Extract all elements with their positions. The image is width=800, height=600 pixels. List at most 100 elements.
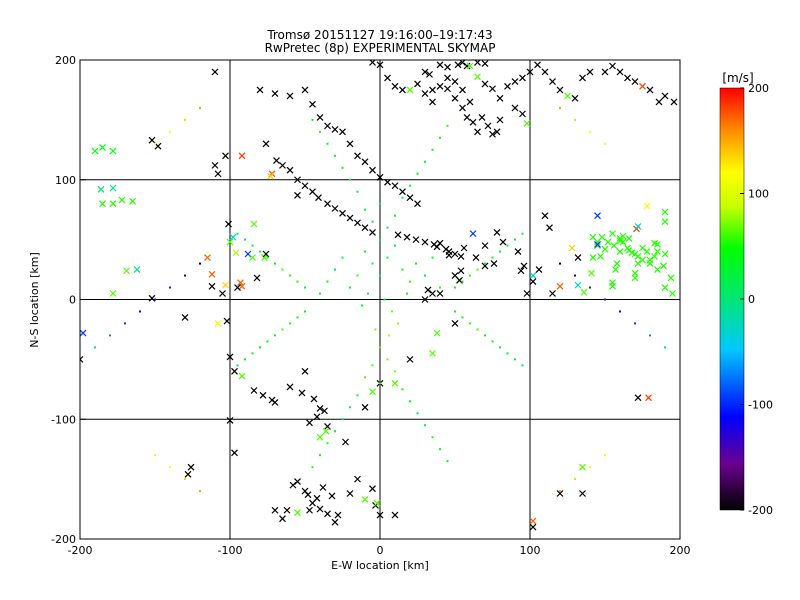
cross-point (324, 200, 331, 208)
dot-point (431, 256, 434, 259)
cross-point (361, 224, 369, 232)
cross-point (519, 74, 526, 82)
cross-point (181, 314, 189, 321)
cross-point (306, 419, 313, 427)
cross-point (529, 272, 537, 279)
dot-point (236, 232, 239, 235)
dot-point (154, 142, 156, 145)
cross-point (612, 266, 619, 273)
cross-point (309, 188, 316, 196)
cross-point (546, 224, 553, 232)
dot-point (379, 346, 381, 349)
cross-point (259, 391, 267, 399)
cross-point (301, 182, 309, 190)
cross-point (354, 152, 361, 160)
cross-point (301, 367, 309, 375)
colorbar: [m/s] -200 -100 0 100 200 (719, 71, 773, 517)
y-tick-label: 0 (69, 294, 76, 307)
cross-point (286, 383, 294, 391)
dot-point (236, 364, 239, 367)
cross-point (429, 349, 436, 357)
cross-point (616, 235, 624, 242)
y-tick-label: 100 (55, 174, 76, 187)
cross-point (517, 267, 525, 275)
dot-point (244, 238, 246, 241)
colorbar-tick-label: 200 (748, 82, 769, 95)
dot-point (589, 466, 591, 469)
cross-point (670, 98, 678, 106)
dot-point (386, 256, 389, 259)
dot-point (559, 106, 561, 109)
cross-point (426, 70, 433, 78)
cross-point (568, 244, 576, 252)
cross-point (226, 353, 234, 361)
dot-point (304, 310, 306, 313)
dot-point (388, 334, 390, 337)
cross-point (331, 126, 339, 133)
cross-point (478, 114, 486, 121)
cross-point (514, 248, 522, 256)
dot-point (281, 328, 284, 331)
cross-point (484, 122, 492, 130)
cross-point (253, 274, 261, 282)
cross-point (310, 395, 318, 403)
cross-point (187, 463, 195, 471)
dot-point (439, 136, 441, 139)
cross-point (109, 184, 117, 192)
dot-point (361, 304, 363, 307)
dot-point (386, 358, 389, 361)
dot-point (604, 298, 606, 301)
dot-point (251, 352, 254, 355)
dot-point (184, 118, 186, 121)
cross-point (496, 94, 504, 102)
dot-point (574, 118, 576, 121)
cross-point (294, 478, 301, 485)
dot-point (311, 466, 314, 469)
cross-point (511, 78, 519, 85)
cross-point (322, 427, 330, 435)
dot-point (394, 244, 396, 247)
cross-point (346, 490, 354, 497)
cross-point (613, 260, 621, 267)
cross-point (421, 68, 429, 76)
dot-point (424, 424, 426, 427)
dot-point (169, 466, 171, 469)
cross-point (429, 98, 436, 106)
cross-point (429, 290, 436, 297)
dot-point (244, 358, 246, 361)
cross-point (634, 223, 642, 230)
dot-point (326, 442, 329, 445)
cross-point (133, 266, 141, 273)
cross-point (286, 92, 294, 100)
y-tick-label: -200 (51, 533, 76, 546)
cross-point (457, 252, 465, 260)
cross-point (651, 252, 658, 260)
cross-point (646, 260, 654, 267)
cross-point (261, 254, 268, 262)
cross-point (459, 104, 466, 112)
cross-point (433, 329, 441, 337)
dot-point (371, 364, 374, 367)
cross-point (444, 74, 451, 82)
cross-point (616, 237, 624, 245)
dot-point (334, 154, 336, 157)
dot-point (406, 292, 408, 295)
cross-point (376, 61, 384, 69)
dot-point (559, 490, 561, 493)
dot-point (154, 298, 156, 301)
cross-point (661, 218, 669, 226)
cross-point (624, 74, 631, 82)
dot-point (439, 286, 441, 289)
cross-point (601, 68, 609, 76)
cross-point (436, 290, 444, 297)
cross-point (594, 212, 601, 220)
cross-point (214, 170, 222, 178)
cross-point (457, 267, 465, 275)
cross-point (406, 355, 414, 363)
dot-point (619, 310, 621, 313)
dot-point (391, 310, 393, 313)
cross-point (433, 243, 441, 251)
cross-point (118, 196, 126, 204)
dot-point (379, 382, 381, 385)
